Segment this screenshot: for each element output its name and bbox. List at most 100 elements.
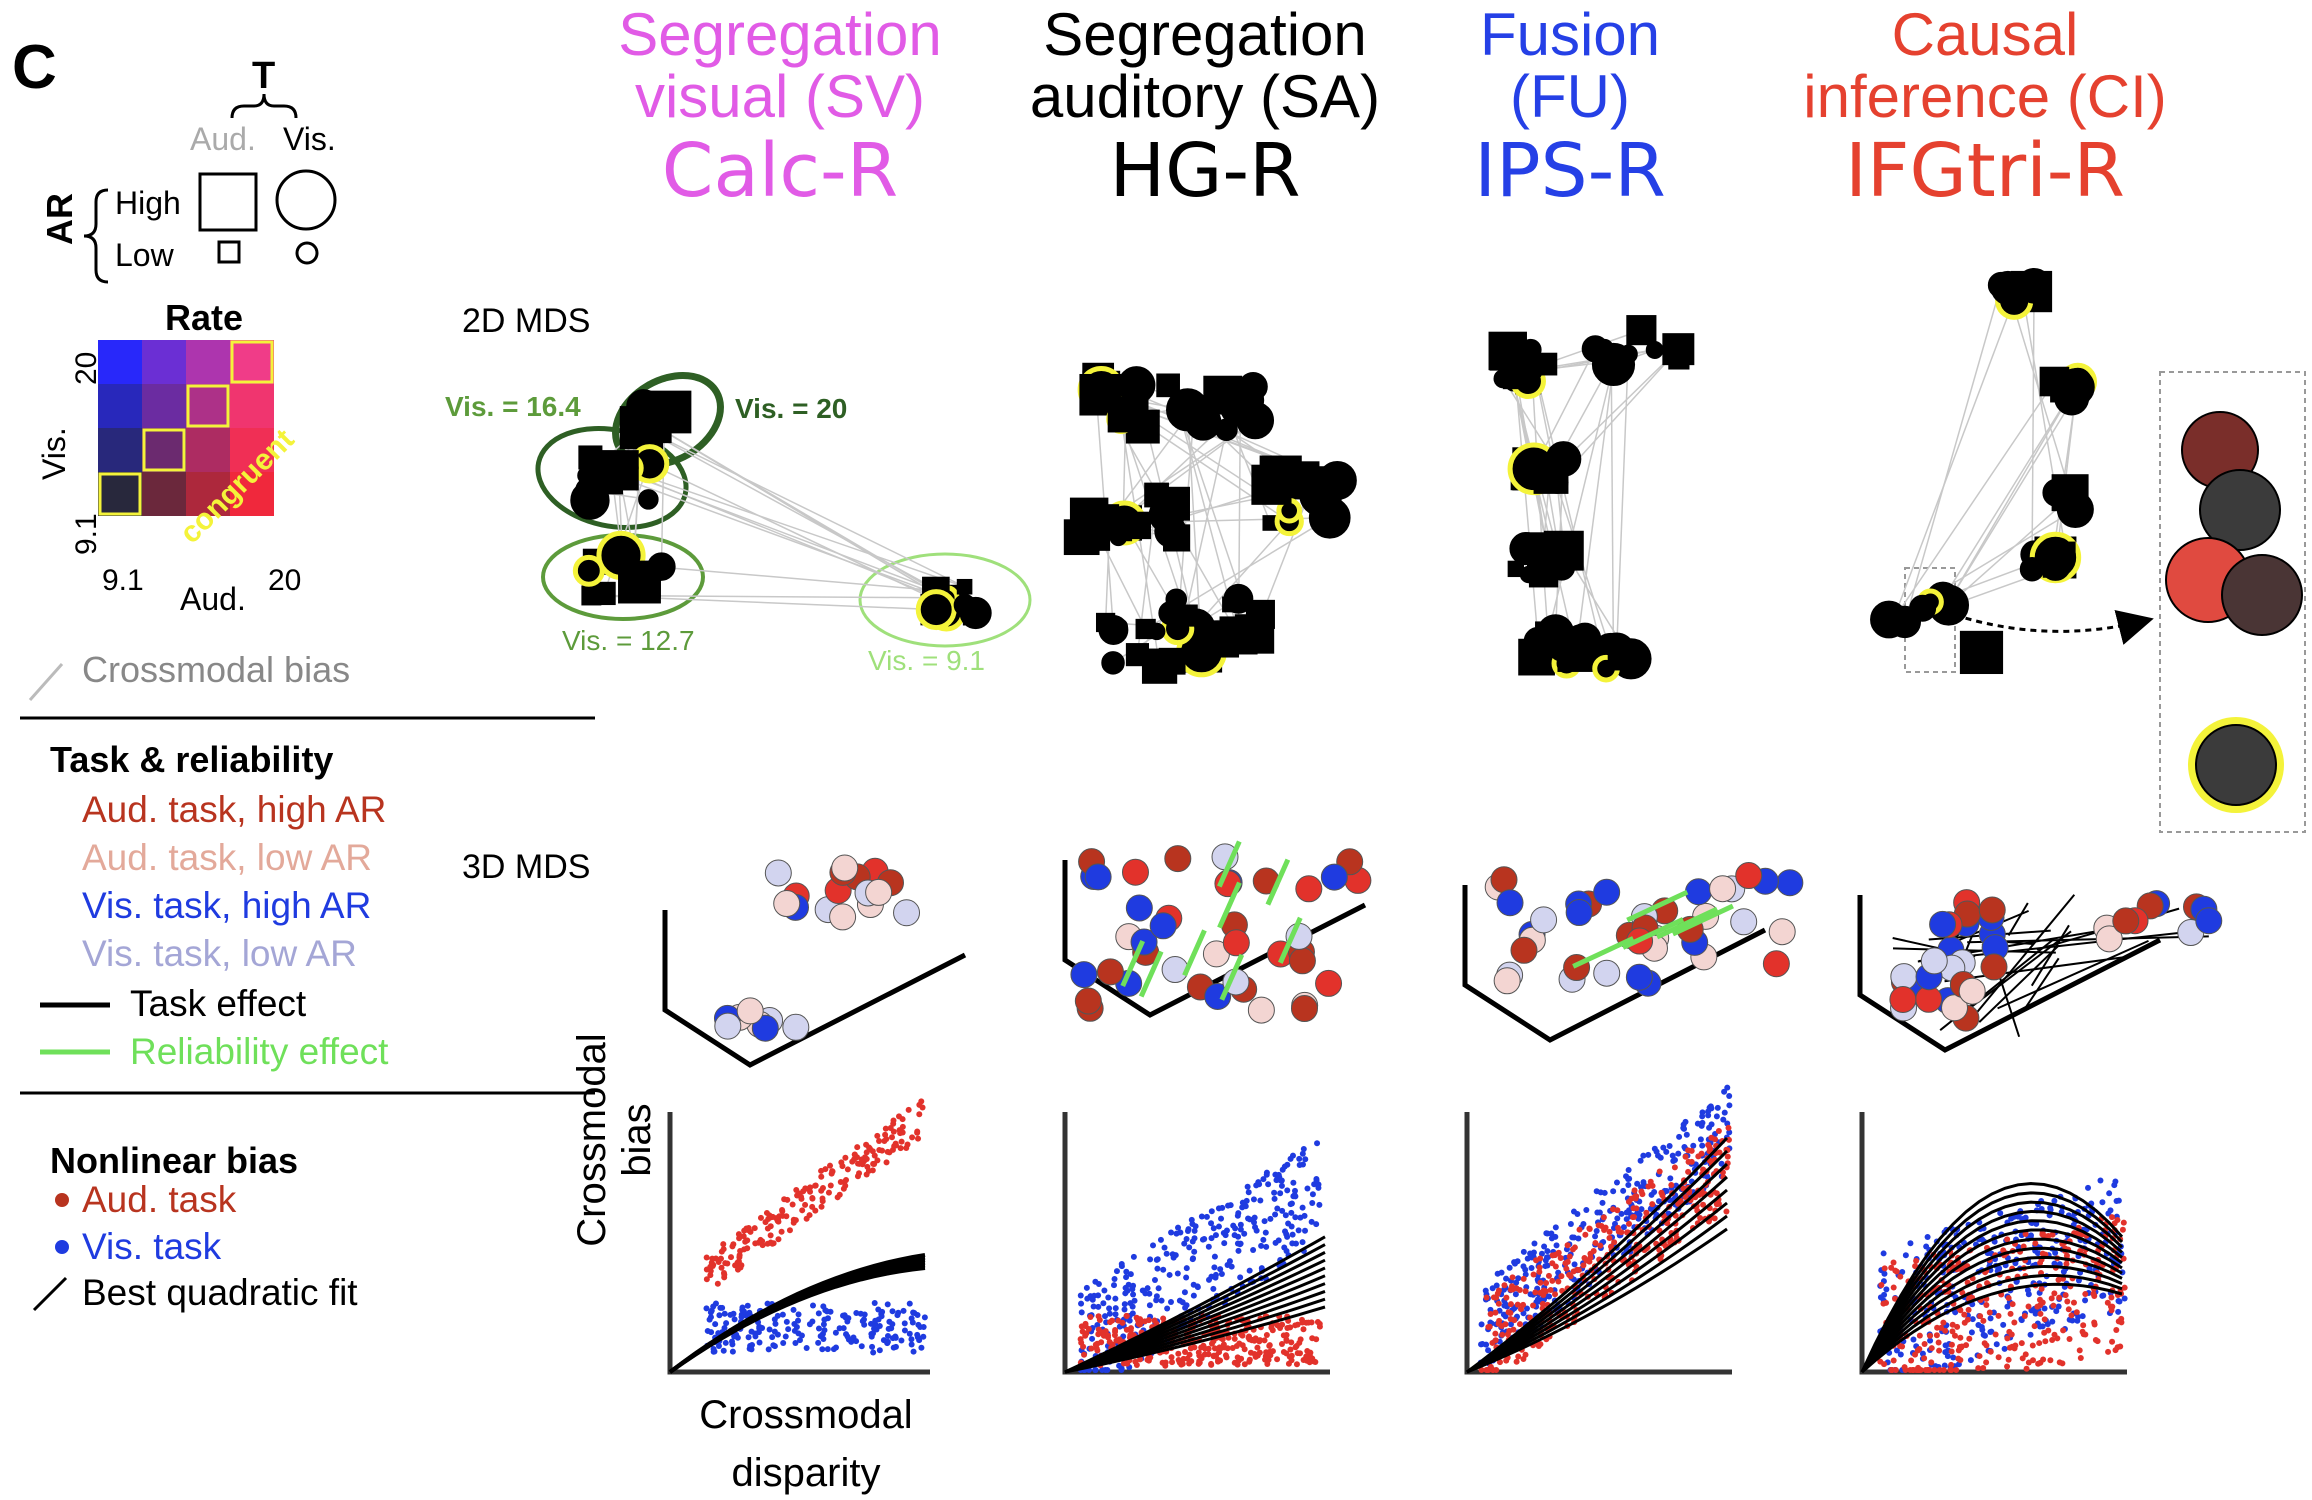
scatter-dot (1289, 1240, 1296, 1247)
scatter-dot (1096, 1317, 1103, 1324)
scatter-dot (1495, 1300, 1502, 1307)
scatter-dot (821, 1316, 828, 1323)
scatter-dot (1715, 1128, 1722, 1135)
scatter-dot (1913, 1257, 1920, 1264)
scatter-dot (1531, 1240, 1538, 1247)
scatter-dot (1102, 1313, 1109, 1320)
quadratic-fit-curve (1860, 1182, 2124, 1373)
mds3d-point (1530, 906, 1558, 934)
aud-task-dot-icon (55, 1193, 69, 1207)
scatter-dot (1235, 1210, 1242, 1217)
scatter-dot (1987, 1328, 1994, 1335)
quadratic-fit-curve (1466, 1175, 1728, 1374)
scatter-dot (1210, 1352, 1217, 1359)
scatter-dot (820, 1321, 827, 1328)
scatter-dot (748, 1328, 755, 1335)
scatter-dot (764, 1300, 771, 1307)
crossmodal-bias-line (649, 463, 972, 618)
scatter-dot (775, 1216, 782, 1223)
scatter-dot (1280, 1332, 1287, 1339)
scatter-dot (894, 1312, 901, 1319)
scatter-dot (842, 1182, 849, 1189)
scatter-dot (1980, 1365, 1987, 1372)
scatter-dot (1158, 1297, 1165, 1304)
scatter-dot (1169, 1359, 1176, 1366)
scatter-dot (720, 1241, 727, 1248)
scatter-dot (1725, 1124, 1732, 1131)
scatter-dot (764, 1225, 771, 1232)
scatter-dot (856, 1170, 863, 1177)
scatter-dot (807, 1188, 814, 1195)
mds-congruent-ring (572, 554, 605, 587)
mds3d-point (1978, 896, 2006, 924)
scatter-dot (715, 1343, 722, 1350)
scatter-dot (1271, 1195, 1278, 1202)
scatter-dot (1675, 1150, 1682, 1157)
scatter-dot (1186, 1244, 1193, 1251)
rate-cell (230, 428, 274, 472)
scatter-dot (1175, 1224, 1182, 1231)
scatter-dot (707, 1314, 714, 1321)
mds-3d-layer (662, 840, 2223, 1068)
ci-zoom-arrow (1954, 609, 2154, 645)
mds-point (920, 593, 952, 626)
scatter-dot (2050, 1302, 2057, 1309)
scatter-dot (2053, 1308, 2060, 1315)
scatter-dot (908, 1341, 915, 1348)
scatter-dot (2022, 1214, 2029, 1221)
scatter-dot (1522, 1351, 1529, 1358)
scatter-dot (906, 1300, 913, 1307)
scatter-dot (1626, 1220, 1633, 1227)
scatter-dot (1275, 1171, 1282, 1178)
scatter-dot (751, 1225, 758, 1232)
crossmodal-bias-line-icon (28, 663, 64, 701)
mds-point (1308, 496, 1351, 539)
mds-point (647, 552, 676, 581)
mds3d-point (1493, 967, 1521, 995)
mds-point (953, 593, 977, 617)
scatter-dot (1160, 1266, 1167, 1273)
scatter-dot (1509, 1274, 1516, 1281)
reliability-effect-line (1621, 917, 1685, 950)
mds-point (1223, 583, 1254, 614)
scatter-dot (1615, 1228, 1622, 1235)
scatter-dot (1552, 1291, 1559, 1298)
scatter-dot (910, 1348, 917, 1355)
scatter-dot (1638, 1206, 1645, 1213)
scatter-dot (1948, 1341, 1955, 1348)
scatter-dot (2090, 1290, 2097, 1297)
scatter-dot (1907, 1240, 1914, 1247)
legend-best-fit: Best quadratic fit (82, 1272, 358, 1313)
mds-point (1117, 366, 1156, 405)
scatter-dot (1697, 1136, 1704, 1143)
scatter-dot (1150, 1242, 1157, 1249)
scatter-dot (1296, 1350, 1303, 1357)
model-abbrev: visual (SV) (634, 63, 926, 131)
scatter-dot (1721, 1088, 1728, 1095)
scatter-dot (2115, 1308, 2122, 1315)
scatter-dot (1284, 1187, 1291, 1194)
scatter-dot (2034, 1250, 2041, 1257)
scatter-dot (1306, 1359, 1313, 1366)
scatter-dot (2068, 1312, 2075, 1319)
scatter-dot (1116, 1362, 1123, 1369)
scatter-dot (1523, 1305, 1530, 1312)
scatter-dot (1478, 1367, 1485, 1373)
mds-point (1148, 496, 1185, 533)
quadratic-fit-curve (1860, 1273, 2123, 1374)
scatter-dot (1208, 1235, 1215, 1242)
scatter-dot (1666, 1142, 1673, 1149)
crossmodal-bias-line (641, 427, 965, 588)
scatter-y-label: Crossmodal (570, 1033, 614, 1246)
scatter-dot (1274, 1356, 1281, 1363)
scatter-dot (1511, 1305, 1518, 1312)
scatter-y-label-2: bias (615, 1103, 659, 1176)
scatter-dot (1288, 1209, 1295, 1216)
scatter-dot (1638, 1184, 1645, 1191)
scatter-dot (792, 1217, 799, 1224)
rate-title: Rate (165, 297, 243, 338)
quadratic-fit-curve (1860, 1237, 2123, 1373)
scatter-dot (795, 1330, 802, 1337)
scatter-dot (1623, 1209, 1630, 1216)
scatter-dot (2073, 1309, 2080, 1316)
